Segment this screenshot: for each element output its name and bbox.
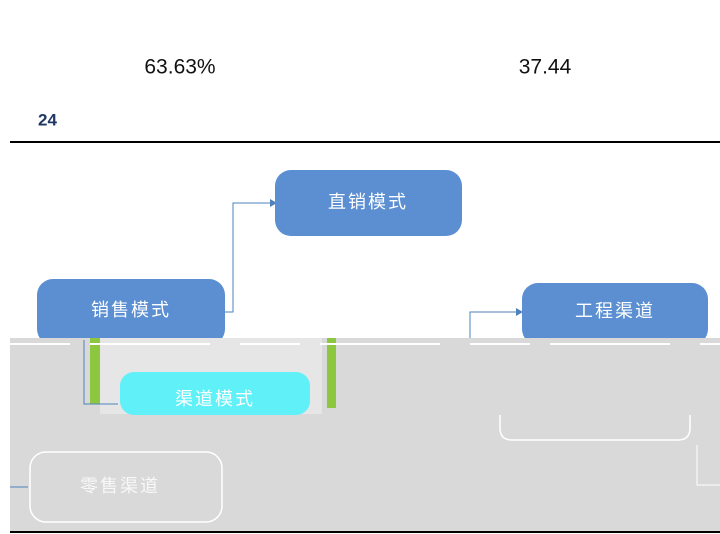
render-artifact (327, 338, 336, 408)
direct-label: 直销模式 (328, 192, 408, 213)
engineering-label: 工程渠道 (575, 301, 655, 322)
arrow-head (270, 199, 277, 207)
channel-box (120, 372, 310, 415)
percentage: 63.63% (144, 56, 215, 79)
connector (469, 311, 516, 338)
value: 37.44 (519, 56, 572, 79)
connector (696, 445, 720, 486)
render-artifact (90, 338, 100, 404)
retail-label: 零售渠道 (80, 476, 160, 497)
connector (83, 340, 118, 405)
engineering-box (522, 283, 708, 345)
retail-box (29, 451, 223, 523)
root-label: 销售模式 (91, 300, 171, 321)
arrow-head (516, 308, 523, 316)
channel-label: 渠道模式 (175, 389, 255, 410)
direct-box (275, 170, 462, 236)
connector (225, 202, 270, 313)
root-box (37, 279, 225, 345)
page-number: 24 (38, 110, 57, 129)
empty-box (499, 415, 691, 441)
